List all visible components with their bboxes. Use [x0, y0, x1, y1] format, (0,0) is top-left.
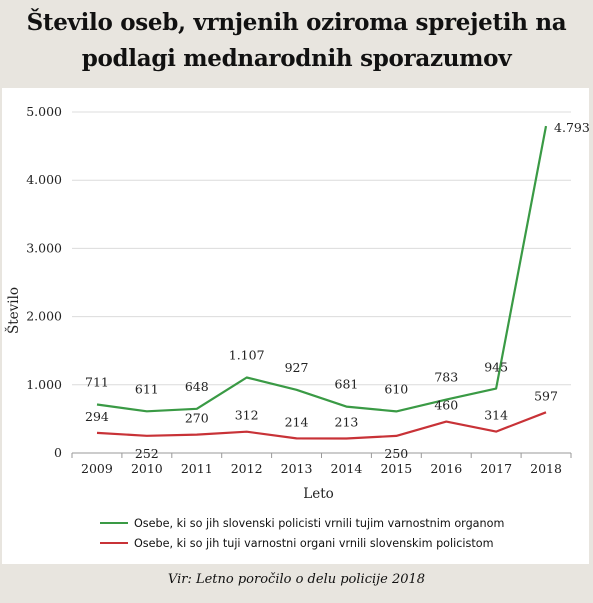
series-line-1: [96, 125, 548, 413]
data-label-series-2: 250: [384, 446, 408, 461]
chart-source: Vir: Letno poročilo o delu policije 2018: [167, 572, 426, 587]
line-chart: 0 1.000 2.000 3.000 4.000 5.000 2009 2010 2011 20…: [5, 104, 589, 502]
data-label-series-2: 597: [534, 388, 558, 403]
y-axis-title: Število: [5, 287, 22, 334]
y-tick-label: 0: [54, 445, 62, 460]
x-tick-label: 2013: [281, 461, 313, 476]
data-label-series-1: 945: [484, 360, 508, 375]
chart-title-line-2: podlagi mednarodnih sporazumov: [81, 45, 512, 72]
data-label-series-2: 214: [285, 414, 309, 429]
data-label-series-1: 4.793: [554, 120, 589, 135]
y-tick-label: 2.000: [26, 309, 62, 324]
x-tick-label: 2017: [480, 461, 512, 476]
y-tick-label: 3.000: [26, 240, 62, 255]
y-tick-label: 4.000: [26, 172, 62, 187]
legend-item-series-1: Osebe, ki so jih slovenski policisti vrn…: [100, 514, 504, 532]
data-label-series-1: 611: [135, 381, 159, 396]
data-label-series-1: 927: [285, 360, 309, 375]
x-tick-label: 2014: [331, 461, 363, 476]
data-label-series-2: 294: [85, 409, 109, 424]
chart-panel: 0 1.000 2.000 3.000 4.000 5.000 2009 2010 2011 20…: [2, 88, 589, 564]
data-label-series-1: 711: [85, 375, 109, 390]
x-tick-label: 2009: [81, 461, 113, 476]
legend-swatch-series-1: [100, 522, 128, 524]
data-label-series-1: 681: [335, 377, 359, 392]
x-axis-title: Leto: [303, 486, 334, 502]
x-tick-label: 2011: [181, 461, 213, 476]
x-tick-label: 2018: [530, 461, 562, 476]
data-label-series-2: 270: [185, 411, 209, 426]
x-tick-label: 2016: [430, 461, 462, 476]
legend-label-series-2: Osebe, ki so jih tuji varnostni organi v…: [134, 536, 494, 550]
legend-item-series-2: Osebe, ki so jih tuji varnostni organi v…: [100, 534, 493, 552]
data-label-series-1: 1.107: [229, 348, 265, 363]
legend-swatch-series-2: [100, 542, 128, 544]
y-tick-label: 5.000: [26, 104, 62, 119]
chart-title-line-1: Število oseb, vrnjenih oziroma sprejetih…: [26, 9, 567, 36]
data-label-series-2: 213: [335, 414, 359, 429]
data-label-series-1: 783: [434, 370, 458, 385]
legend-label-series-1: Osebe, ki so jih slovenski policisti vrn…: [134, 516, 505, 530]
data-label-series-2: 312: [235, 408, 259, 423]
data-label-series-1: 610: [384, 381, 408, 396]
data-label-series-2: 252: [135, 446, 159, 461]
x-tick-label: 2010: [131, 461, 163, 476]
x-tick-label: 2015: [380, 461, 412, 476]
x-tick-label: 2012: [231, 461, 263, 476]
data-label-series-1: 648: [185, 379, 209, 394]
series-line-2: [96, 411, 547, 440]
y-tick-label: 1.000: [26, 377, 62, 392]
data-label-series-2: 314: [484, 408, 508, 423]
data-label-series-2: 460: [434, 398, 458, 413]
